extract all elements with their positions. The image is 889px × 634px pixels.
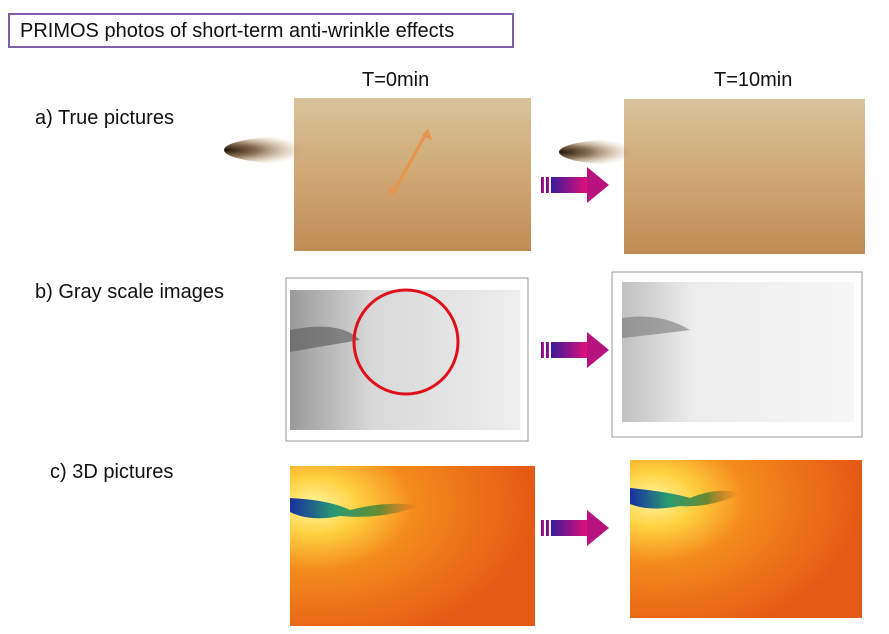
heatmap-after [620,458,864,625]
arrow [541,332,609,368]
heatmap-before [287,466,535,632]
gray-before [285,277,529,442]
arrow [541,167,609,203]
slide-title: PRIMOS photos of short-term anti-wrinkle… [8,13,514,48]
column-header: T=0min [362,69,430,91]
arrow [541,510,609,546]
gray-after [611,271,863,438]
row-label: c) 3D pictures [50,461,174,483]
photo-before [224,98,531,251]
row-label: a) True pictures [35,107,174,129]
column-header: T=10min [714,69,793,91]
row-label: b) Gray scale images [35,281,224,303]
photo-after [559,99,865,254]
